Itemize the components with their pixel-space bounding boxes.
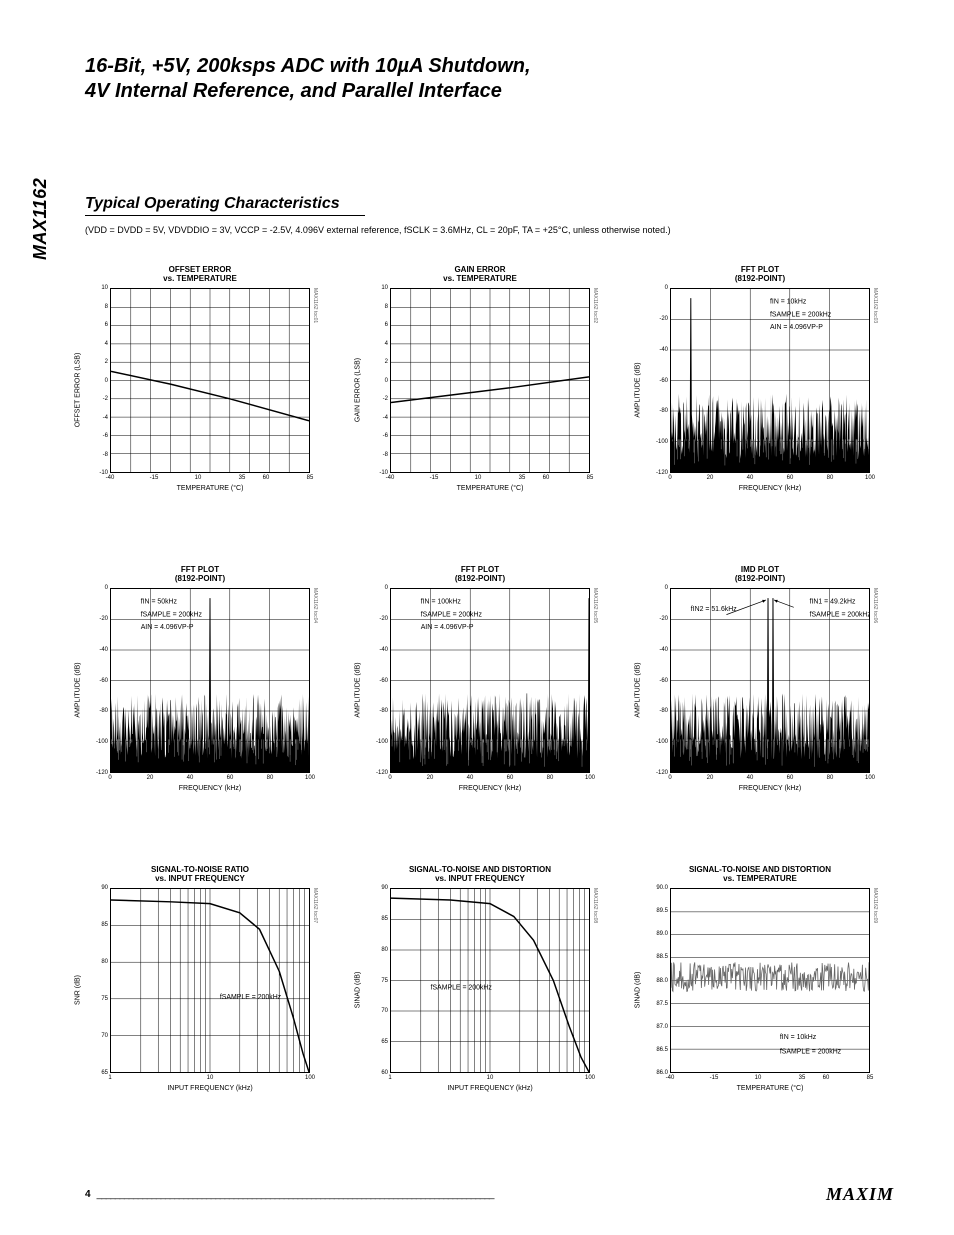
svg-text:fIN = 100kHz: fIN = 100kHz [421,599,462,606]
chart-toc-code: MAX1162 toc02 [592,288,598,323]
chart-title: FFT PLOT(8192-POINT) [80,560,320,588]
x-axis-label: FREQUENCY (kHz) [670,785,870,792]
chart-0: OFFSET ERRORvs. TEMPERATUREMAX1162 toc01… [80,260,320,520]
svg-text:AIN = 4.096VP-P: AIN = 4.096VP-P [770,324,823,331]
chart-3: FFT PLOT(8192-POINT)MAX1162 toc04fIN = 5… [80,560,320,820]
plot-area: fIN = 100kHz fSAMPLE = 200kHz AIN = 4.096V… [390,588,590,773]
chart-5: IMD PLOT(8192-POINT)MAX1162 toc06fIN1 = … [640,560,880,820]
chart-toc-code: MAX1162 toc06 [872,588,878,623]
chart-title: SIGNAL-TO-NOISE AND DISTORTIONvs. TEMPER… [640,860,880,888]
chart-toc-code: MAX1162 toc03 [872,288,878,323]
chart-6: SIGNAL-TO-NOISE RATIOvs. INPUT FREQUENCY… [80,860,320,1120]
x-axis-label: INPUT FREQUENCY (kHz) [110,1085,310,1092]
y-ticks: 1086420-2-4-6-8-10 [370,288,388,473]
y-ticks: 0-20-40-60-80-100-120 [90,588,108,773]
chart-4: FFT PLOT(8192-POINT)MAX1162 toc05fIN = 1… [360,560,600,820]
chart-title: OFFSET ERRORvs. TEMPERATURE [80,260,320,288]
svg-text:fSAMPLE = 200kHz: fSAMPLE = 200kHz [431,985,493,992]
header-line2: 4V Internal Reference, and Parallel Inte… [85,80,894,103]
x-axis-label: FREQUENCY (kHz) [670,485,870,492]
plot-area: fSAMPLE = 200kHz [390,888,590,1073]
chart-grid: OFFSET ERRORvs. TEMPERATUREMAX1162 toc01… [80,260,880,1120]
svg-text:fSAMPLE = 200kHz: fSAMPLE = 200kHz [770,311,832,318]
chart-toc-code: MAX1162 toc09 [872,888,878,923]
chart-title: FFT PLOT(8192-POINT) [640,260,880,288]
footer-rule: ________________________________________… [91,1189,826,1200]
brand-logo: MAXIM [826,1184,894,1205]
chart-1: GAIN ERRORvs. TEMPERATUREMAX1162 toc02GA… [360,260,600,520]
chart-title: SIGNAL-TO-NOISE RATIOvs. INPUT FREQUENCY [80,860,320,888]
chart-toc-code: MAX1162 toc04 [312,588,318,623]
chart-title: IMD PLOT(8192-POINT) [640,560,880,588]
chart-2: FFT PLOT(8192-POINT)MAX1162 toc03fIN = 1… [640,260,880,520]
chart-8: SIGNAL-TO-NOISE AND DISTORTIONvs. TEMPER… [640,860,880,1120]
plot-area: fSAMPLE = 200kHz [110,888,310,1073]
y-ticks: 1086420-2-4-6-8-10 [90,288,108,473]
x-axis-label: FREQUENCY (kHz) [390,785,590,792]
svg-text:AIN = 4.096VP-P: AIN = 4.096VP-P [141,624,194,631]
chart-7: SIGNAL-TO-NOISE AND DISTORTIONvs. INPUT … [360,860,600,1120]
svg-text:AIN = 4.096VP-P: AIN = 4.096VP-P [421,624,474,631]
section-title: Typical Operating Characteristics [85,195,365,216]
plot-area: fIN = 10kHz fSAMPLE = 200kHz [670,888,870,1073]
part-number-sidebar: MAX1162 [30,60,50,260]
x-axis-label: INPUT FREQUENCY (kHz) [390,1085,590,1092]
x-axis-label: TEMPERATURE (°C) [670,1085,870,1092]
svg-text:fIN = 10kHz: fIN = 10kHz [780,1034,817,1041]
chart-title: FFT PLOT(8192-POINT) [360,560,600,588]
y-ticks: 0-20-40-60-80-100-120 [370,588,388,773]
svg-text:fIN = 50kHz: fIN = 50kHz [141,599,178,606]
x-axis-label: TEMPERATURE (°C) [390,485,590,492]
plot-area [390,288,590,473]
y-ticks: 0-20-40-60-80-100-120 [650,588,668,773]
y-ticks: 90858075706560 [370,888,388,1073]
y-ticks: 0-20-40-60-80-100-120 [650,288,668,473]
plot-area: fIN = 10kHz fSAMPLE = 200kHz AIN = 4.096VP… [670,288,870,473]
header-line1: 16-Bit, +5V, 200ksps ADC with 10µA Shutd… [85,55,894,78]
chart-toc-code: MAX1162 toc01 [312,288,318,323]
y-ticks: 908580757065 [90,888,108,1073]
x-axis-label: TEMPERATURE (°C) [110,485,310,492]
x-axis-label: FREQUENCY (kHz) [110,785,310,792]
plot-area: fIN = 50kHz fSAMPLE = 200kHz AIN = 4.096VP… [110,588,310,773]
svg-text:fSAMPLE = 200kHz: fSAMPLE = 200kHz [810,611,869,618]
plot-area [110,288,310,473]
svg-text:fIN1 = 49.2kHz: fIN1 = 49.2kHz [810,599,856,606]
page-footer: 4 ______________________________________… [85,1184,894,1205]
svg-text:fSAMPLE = 200kHz: fSAMPLE = 200kHz [421,611,483,618]
svg-text:fIN = 10kHz: fIN = 10kHz [770,299,807,306]
page-header: 16-Bit, +5V, 200ksps ADC with 10µA Shutd… [85,55,894,103]
chart-title: GAIN ERRORvs. TEMPERATURE [360,260,600,288]
y-ticks: 90.089.589.088.588.087.587.086.586.0 [650,888,668,1073]
svg-text:fSAMPLE = 200kHz: fSAMPLE = 200kHz [220,994,282,1001]
chart-toc-code: MAX1162 toc08 [592,888,598,923]
chart-title: SIGNAL-TO-NOISE AND DISTORTIONvs. INPUT … [360,860,600,888]
plot-area: fIN1 = 49.2kHz fSAMPLE = 200kHz fIN2 = 51.… [670,588,870,773]
svg-text:fSAMPLE = 200kHz: fSAMPLE = 200kHz [141,611,203,618]
svg-text:fSAMPLE = 200kHz: fSAMPLE = 200kHz [780,1049,842,1056]
chart-toc-code: MAX1162 toc07 [312,888,318,923]
conditions-text: (VDD = DVDD = 5V, VDVDDIO = 3V, VCCP = -… [85,225,671,235]
svg-text:fIN2 = 51.6kHz: fIN2 = 51.6kHz [691,606,737,613]
chart-toc-code: MAX1162 toc05 [592,588,598,623]
